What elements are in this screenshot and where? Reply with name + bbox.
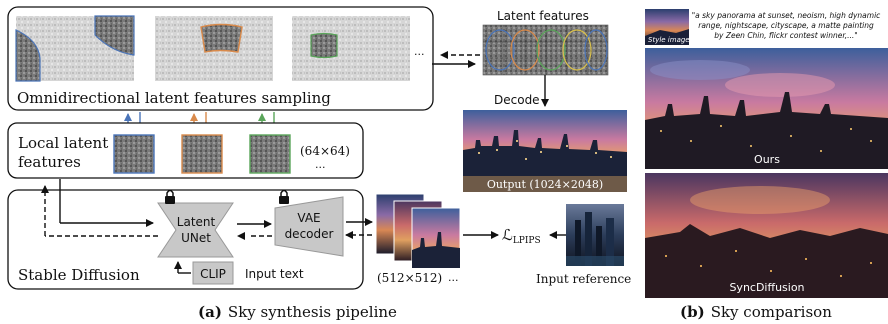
syncdiffusion-label: SyncDiffusion bbox=[729, 281, 804, 294]
lock-icon bbox=[279, 189, 289, 204]
caption-b: (b) Sky comparison bbox=[680, 303, 832, 321]
syncdiffusion-image bbox=[645, 173, 888, 298]
local-size: (64×64) bbox=[300, 144, 350, 158]
vae-decoder bbox=[274, 196, 344, 257]
stack-ellipsis: ... bbox=[448, 271, 459, 284]
sample-panel-3 bbox=[292, 16, 410, 81]
svg-text:"a sky panorama at sunset, neo: "a sky panorama at sunset, neoism, high … bbox=[692, 11, 881, 20]
latent-features-title: Latent features bbox=[497, 9, 589, 23]
vae-label-line1: VAE bbox=[297, 211, 320, 225]
caption-a: (a) Sky synthesis pipeline bbox=[198, 303, 397, 321]
decode-label: Decode bbox=[494, 93, 540, 107]
latent-unet bbox=[157, 202, 234, 258]
latent-features-grid bbox=[482, 24, 609, 76]
generated-image-stack bbox=[375, 193, 461, 269]
vae-label-line2: decoder bbox=[285, 227, 334, 241]
ours-label: Ours bbox=[754, 153, 780, 166]
input-text-label: Input text bbox=[245, 267, 304, 281]
input-reference-label: Input reference bbox=[536, 272, 631, 286]
stack-size: (512×512) bbox=[377, 271, 442, 285]
output-label-bar bbox=[463, 176, 627, 192]
unet-label-line1: Latent bbox=[177, 215, 216, 229]
lock-icon bbox=[165, 189, 175, 204]
style-image-label: Style image bbox=[648, 36, 690, 44]
style-image bbox=[645, 9, 689, 45]
input-reference-image bbox=[566, 204, 624, 266]
local-feature-blue bbox=[113, 134, 155, 174]
clip-label: CLIP bbox=[200, 267, 226, 281]
stable-diffusion-label: Stable Diffusion bbox=[18, 266, 140, 284]
output-image bbox=[463, 110, 627, 176]
prompt-text: "a sky panorama at sunset, neoism, high … bbox=[692, 11, 881, 40]
svg-text:by Zeen Chin, flickr contest w: by Zeen Chin, flickr contest winner,..." bbox=[714, 31, 858, 40]
sampling-ellipsis: ... bbox=[414, 45, 425, 58]
local-label-line1: Local latent bbox=[18, 134, 108, 152]
sample-panel-2 bbox=[155, 16, 273, 81]
svg-text:range, nightscape, cityscape,: range, nightscape, cityscape, a matte pa… bbox=[698, 21, 874, 30]
local-ellipsis: ... bbox=[315, 158, 326, 171]
local-feature-green bbox=[249, 134, 291, 174]
lpips-loss: ℒLPIPS bbox=[502, 226, 541, 246]
ours-image bbox=[645, 48, 888, 169]
local-label-line2: features bbox=[18, 153, 81, 171]
clip-box bbox=[192, 261, 234, 285]
output-label: Output (1024×2048) bbox=[487, 178, 603, 191]
local-feature-orange bbox=[181, 134, 223, 174]
unet-label-line2: UNet bbox=[181, 231, 211, 245]
sample-panel-1 bbox=[15, 15, 135, 82]
sampling-label: Omnidirectional latent features sampling bbox=[17, 89, 331, 107]
